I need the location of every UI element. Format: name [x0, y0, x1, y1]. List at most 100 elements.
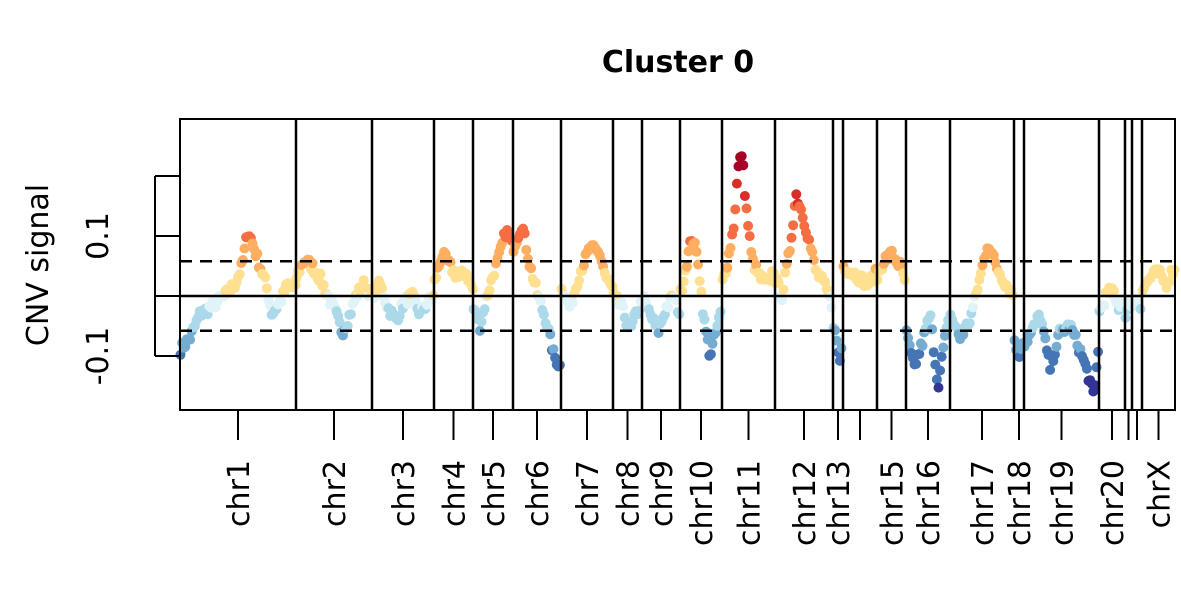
cnv-points: [175, 151, 1180, 397]
y-tick-label: 0.1: [81, 212, 116, 260]
cnv-point: [526, 263, 537, 274]
cnv-point: [699, 314, 710, 325]
chart-title: Cluster 0: [602, 45, 754, 80]
cnv-point: [958, 329, 969, 340]
cnv-point: [738, 160, 749, 171]
cnv-point: [804, 234, 815, 245]
cnv-point: [234, 269, 245, 280]
chrom-points-2: [291, 254, 377, 341]
plot-frame: [179, 118, 1176, 411]
cnv-point: [736, 151, 747, 162]
cnv-point: [707, 338, 718, 349]
cnv-point: [681, 261, 692, 272]
cnv-point: [927, 324, 938, 335]
cnv-point: [914, 349, 925, 359]
cnv-point: [489, 270, 500, 281]
x-tick-label: chr18: [1003, 460, 1038, 546]
chrom-points-4: [429, 246, 478, 295]
cnv-point: [715, 306, 726, 317]
cnv-point: [318, 279, 329, 290]
x-tick-label: chr19: [1046, 460, 1081, 546]
cnv-point: [677, 285, 688, 296]
cnv-point: [797, 212, 808, 223]
cnv-point: [751, 259, 762, 270]
cnv-point: [796, 204, 807, 215]
cnv-point: [535, 296, 546, 307]
x-tick-label: chr20: [1096, 460, 1131, 546]
cnv-point: [619, 312, 630, 323]
cnv-point: [431, 272, 442, 283]
cnv-point: [1089, 380, 1100, 391]
cnv-point: [276, 297, 287, 307]
x-tick-label: chr2: [318, 460, 353, 527]
cnv-point: [1045, 364, 1056, 375]
cnv-point: [342, 321, 353, 331]
chrom-points-7: [556, 240, 618, 312]
cnv-point: [1014, 352, 1025, 362]
x-tick-label: chrX: [1143, 460, 1178, 528]
x-tick-label: chr11: [733, 460, 768, 546]
cnv-point: [185, 334, 196, 345]
cnv-point: [938, 342, 949, 353]
cnv-point: [964, 318, 975, 329]
cnv-point: [778, 284, 789, 295]
cnv-point: [925, 310, 936, 321]
x-tick-label: chr8: [612, 460, 647, 527]
x-tick-label: chr12: [788, 460, 823, 546]
cnv-point: [728, 223, 739, 234]
x-tick-label: chr5: [477, 460, 512, 527]
x-tick-label: chr13: [822, 460, 857, 546]
cnv-point: [776, 295, 787, 306]
x-tick-label: chr15: [876, 460, 911, 546]
cnv-point: [1040, 333, 1051, 344]
cnv-point: [474, 325, 485, 336]
x-tick-label: chr9: [645, 460, 680, 527]
cnv-point: [358, 275, 369, 286]
cnv-point: [1099, 300, 1110, 311]
cnv-point: [345, 309, 356, 320]
cnv-point: [972, 284, 983, 295]
chrom-points-11: [717, 151, 779, 286]
cnv-point: [377, 283, 388, 294]
cnv-point: [683, 246, 694, 257]
cnv-point: [689, 237, 700, 248]
reference-lines: [180, 259, 1175, 333]
cnv-point: [618, 301, 629, 312]
cnv-point: [548, 344, 559, 355]
cnv-point: [1108, 286, 1119, 296]
cnv-point: [307, 258, 318, 269]
cnv-point: [939, 330, 950, 341]
cnv-point: [574, 275, 585, 286]
cnv-point: [807, 247, 818, 257]
cnv-point: [519, 228, 530, 239]
cnv-point: [1049, 349, 1060, 360]
x-tick-label: chr17: [966, 460, 1001, 546]
chrom-points-5: [468, 225, 517, 336]
cnv-point: [538, 309, 549, 320]
cnv-point: [928, 347, 939, 358]
cnv-point: [705, 349, 716, 360]
cnv-point: [663, 302, 674, 313]
cnv-point: [567, 297, 578, 308]
chrom-points-23: [1137, 264, 1180, 296]
cnv-point: [886, 245, 897, 256]
cnv-point: [402, 299, 413, 310]
cnv-point: [786, 232, 797, 243]
cnv-point: [476, 316, 487, 327]
chromosome-separators: [294, 119, 1144, 410]
cnv-point: [479, 304, 490, 315]
chrom-points-9: [637, 290, 685, 338]
cnv-point: [936, 351, 947, 362]
cnv-point: [784, 246, 795, 256]
cnv-point: [725, 243, 736, 253]
cnv-point: [260, 272, 271, 283]
cnv-point: [315, 268, 326, 279]
cnv-point: [741, 203, 752, 214]
cnv-point: [484, 285, 495, 296]
cnv-point: [836, 343, 847, 354]
cnv-point: [933, 382, 944, 393]
chrom-points-12: [770, 189, 837, 313]
cnv-point: [1135, 304, 1146, 314]
cnv-point: [780, 267, 791, 278]
